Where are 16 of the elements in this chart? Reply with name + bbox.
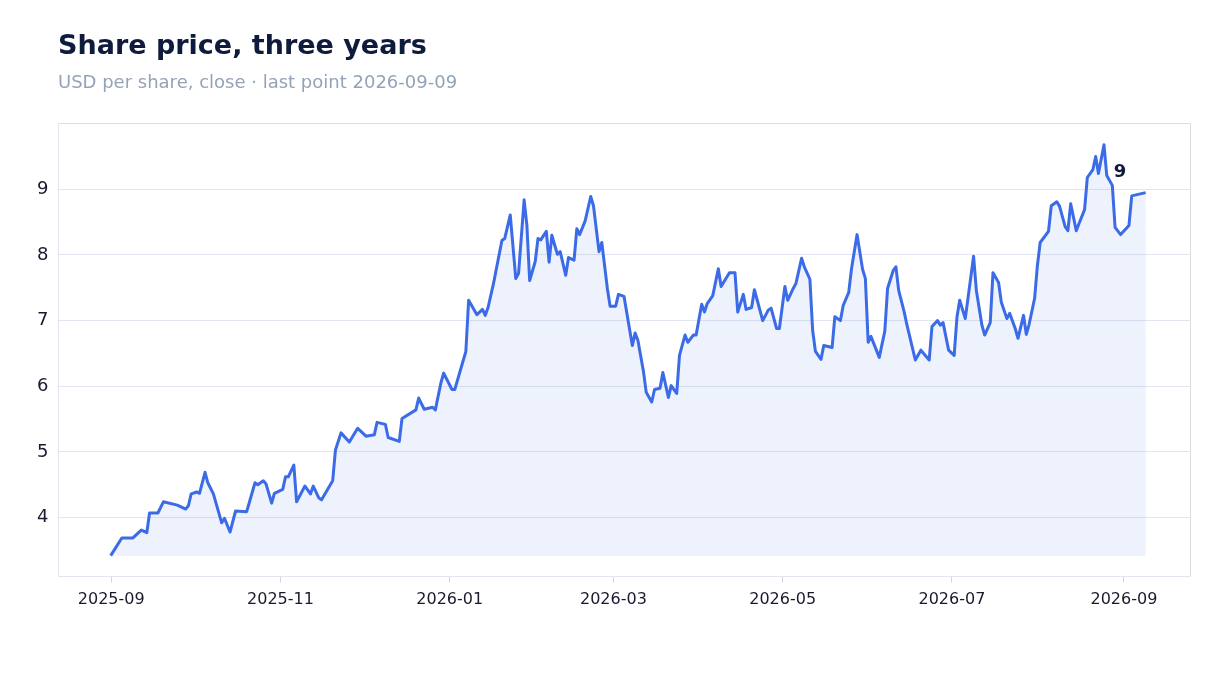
x-tick-label: 2026-03 — [579, 588, 647, 608]
annotation: 9 — [1113, 160, 1127, 181]
y-tick-label: 6 — [37, 374, 49, 396]
y-tick-label: 4 — [37, 505, 49, 527]
chart-title: Share price, three years — [58, 29, 427, 60]
x-tick-label: 2026-09 — [1090, 588, 1158, 608]
chart-subtitle: USD per share, close · last point 2026-09-09 — [58, 71, 458, 92]
x-tick-label: 2025-09 — [77, 588, 145, 608]
x-tick-label: 2026-05 — [749, 588, 817, 608]
y-tick-label: 7 — [37, 308, 49, 330]
x-tick-label: 2026-07 — [918, 588, 986, 608]
y-tick-label: 5 — [37, 439, 49, 461]
x-tick-label: 2025-11 — [247, 588, 314, 608]
y-tick-label: 8 — [37, 242, 49, 264]
x-tick-label: 2026-01 — [416, 588, 484, 608]
y-tick-label: 9 — [37, 177, 49, 199]
